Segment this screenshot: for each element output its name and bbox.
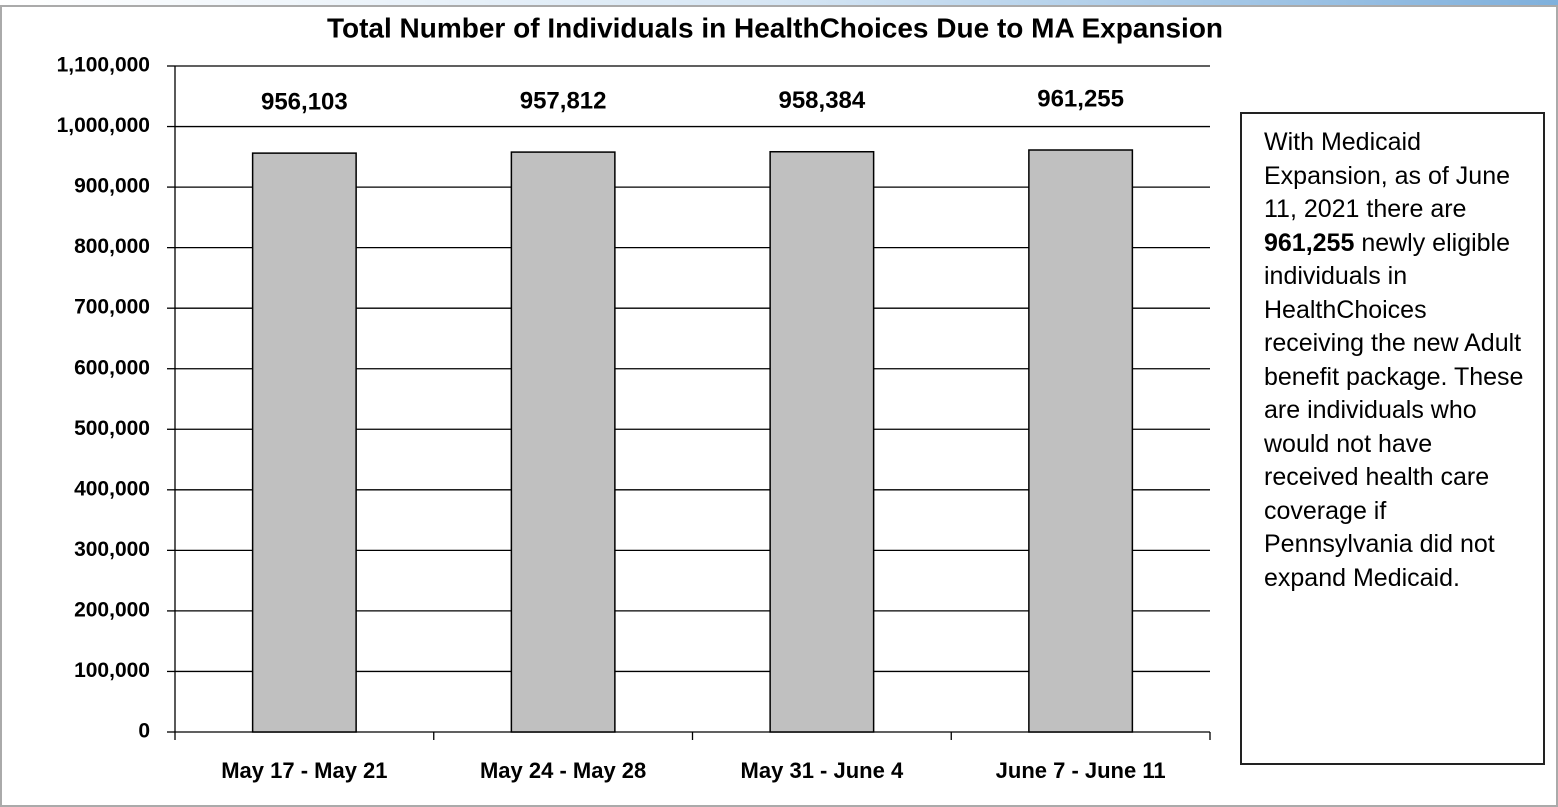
x-tick-label: June 7 - June 11 [996,758,1166,783]
value-label: 961,255 [1037,85,1124,112]
bar [251,152,357,733]
bar [1028,149,1134,733]
bar [769,150,875,733]
y-tick-label: 1,100,000 [57,54,150,77]
y-tick-label: 800,000 [74,235,150,258]
value-label: 957,812 [520,87,607,114]
value-label: 956,103 [261,88,348,115]
bar [510,151,616,733]
y-tick-label: 100,000 [74,659,150,682]
y-tick-label: 200,000 [74,598,150,621]
annotation-text: With Medicaid Expansion, as of June 11, … [1264,128,1510,223]
annotation-text: newly eligible individuals in HealthChoi… [1264,228,1524,592]
y-tick-label: 500,000 [74,417,150,440]
y-tick-label: 300,000 [74,538,150,561]
x-tick-label: May 17 - May 21 [221,758,387,783]
y-tick-label: 400,000 [74,477,150,500]
y-tick-label: 0 [138,720,150,743]
chart-title: Total Number of Individuals in HealthCho… [327,12,1223,43]
annotation-highlight: 961,255 [1264,228,1355,257]
value-label: 958,384 [778,87,865,114]
x-tick-label: May 31 - June 4 [741,758,904,783]
annotation-box: With Medicaid Expansion, as of June 11, … [1240,112,1545,765]
frame [0,5,1558,807]
y-tick-label: 900,000 [74,175,150,198]
y-tick-label: 700,000 [74,296,150,319]
x-tick-label: May 24 - May 28 [480,758,646,783]
y-tick-label: 600,000 [74,356,150,379]
y-tick-label: 1,000,000 [57,114,150,137]
top-band [0,0,1558,6]
